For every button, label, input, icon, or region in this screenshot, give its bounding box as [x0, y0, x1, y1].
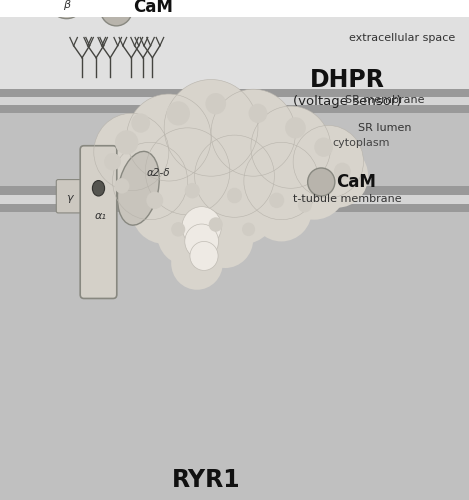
Circle shape: [185, 224, 219, 259]
Circle shape: [114, 178, 129, 194]
Circle shape: [166, 102, 190, 126]
Text: cytoplasm: cytoplasm: [333, 138, 390, 148]
Circle shape: [131, 176, 197, 244]
Circle shape: [244, 142, 319, 220]
Bar: [0, 89, 469, 212]
Bar: [0, 194, 469, 203]
Circle shape: [100, 0, 132, 26]
Circle shape: [164, 80, 258, 176]
Ellipse shape: [117, 152, 159, 225]
Text: RYR1: RYR1: [172, 468, 241, 491]
Circle shape: [269, 192, 284, 208]
Circle shape: [242, 222, 255, 236]
Bar: [0, 89, 469, 97]
Circle shape: [307, 145, 368, 208]
Text: SR membrane: SR membrane: [345, 95, 424, 105]
Text: CaM: CaM: [336, 173, 376, 191]
Circle shape: [281, 152, 347, 220]
Circle shape: [166, 169, 237, 242]
Circle shape: [285, 117, 306, 138]
Circle shape: [113, 142, 188, 220]
Circle shape: [211, 89, 295, 176]
Circle shape: [127, 94, 211, 181]
Circle shape: [145, 128, 230, 215]
Circle shape: [227, 188, 242, 204]
Ellipse shape: [51, 0, 83, 18]
Circle shape: [94, 114, 169, 190]
Text: t-tubule membrane: t-tubule membrane: [293, 194, 401, 204]
Circle shape: [87, 140, 148, 203]
Circle shape: [209, 218, 223, 232]
Text: (voltage sensor): (voltage sensor): [293, 95, 401, 108]
Circle shape: [298, 198, 312, 212]
Text: DHPR: DHPR: [310, 68, 385, 92]
Circle shape: [104, 153, 121, 170]
Bar: [0, 204, 469, 212]
Circle shape: [190, 242, 218, 270]
Circle shape: [146, 192, 163, 209]
Bar: [0, 186, 469, 194]
Text: α2-δ: α2-δ: [147, 168, 170, 178]
Circle shape: [293, 126, 363, 198]
Circle shape: [249, 104, 267, 123]
Circle shape: [171, 222, 185, 236]
Ellipse shape: [92, 180, 105, 196]
Bar: [0, 106, 469, 114]
Circle shape: [314, 138, 333, 157]
Circle shape: [251, 178, 312, 242]
Text: extracellular space: extracellular space: [348, 34, 455, 43]
Circle shape: [211, 176, 277, 244]
FancyBboxPatch shape: [56, 180, 83, 213]
Circle shape: [115, 130, 138, 154]
Bar: [0, 16, 469, 186]
Text: β: β: [63, 0, 70, 10]
Circle shape: [251, 106, 331, 188]
Text: γ: γ: [66, 193, 73, 203]
Circle shape: [308, 168, 335, 196]
Circle shape: [182, 206, 221, 247]
Text: α₁: α₁: [95, 212, 107, 222]
Circle shape: [195, 135, 274, 218]
Circle shape: [197, 210, 253, 268]
Text: CaM: CaM: [133, 0, 173, 16]
Text: SR lumen: SR lumen: [358, 123, 411, 133]
Circle shape: [205, 93, 226, 114]
Bar: [0, 97, 469, 106]
FancyBboxPatch shape: [80, 146, 117, 298]
Circle shape: [131, 114, 150, 132]
Circle shape: [334, 162, 351, 180]
Circle shape: [185, 183, 200, 198]
Circle shape: [157, 203, 218, 266]
Circle shape: [171, 236, 223, 290]
Bar: [0, 114, 469, 500]
